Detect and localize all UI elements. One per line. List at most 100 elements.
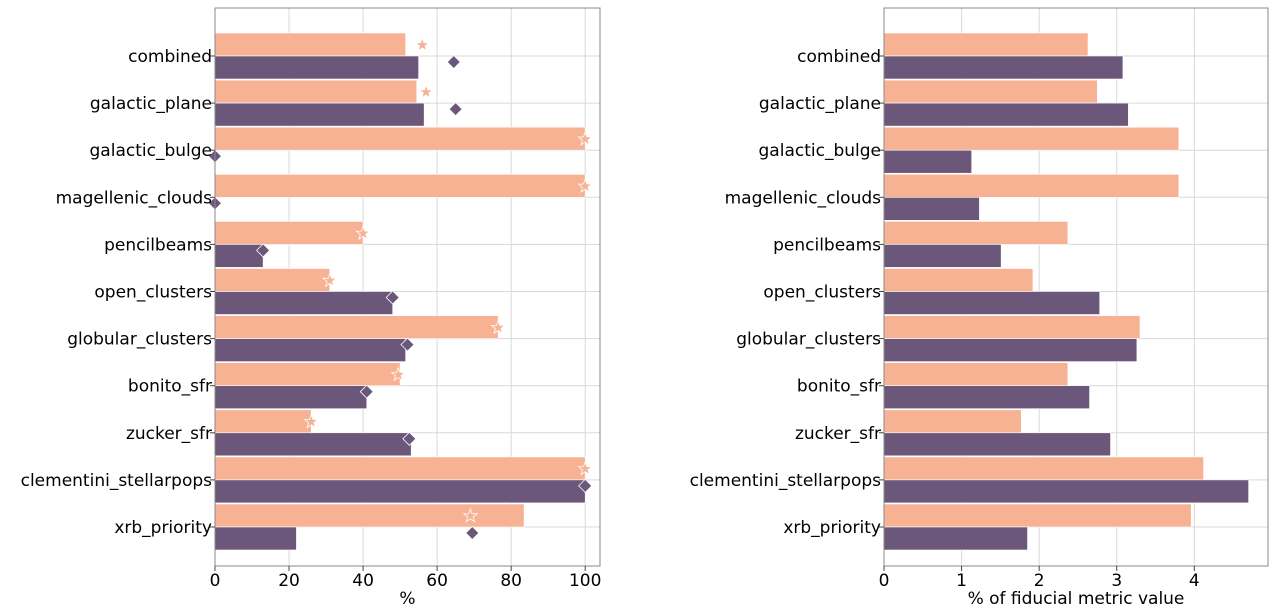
x-tick-label: 20 bbox=[278, 571, 300, 591]
salmon-bar-combined bbox=[214, 32, 406, 57]
star-marker-combined bbox=[414, 36, 431, 52]
y-tick-label: combined bbox=[128, 47, 212, 67]
y-tick-label: zucker_sfr bbox=[795, 424, 881, 444]
purple-bar-clementini_stellarpops bbox=[883, 479, 1249, 504]
purple-bar-pencilbeams bbox=[883, 244, 1002, 268]
left-chart-panel: combined galactic_plane galactic_bulgemage… bbox=[21, 7, 601, 606]
purple-bar-globular_clusters bbox=[883, 338, 1138, 362]
salmon-bar-galactic_plane bbox=[883, 79, 1098, 104]
y-tick-label: globular_clusters bbox=[736, 330, 881, 350]
diamond-marker-clementini_stellarpops bbox=[578, 478, 593, 493]
star-marker-bonito_sfr bbox=[390, 366, 407, 382]
y-tick-label: galactic_plane bbox=[759, 94, 881, 114]
salmon-bar-xrb_priority bbox=[214, 503, 525, 528]
y-tick-label: galactic_bulge bbox=[90, 141, 212, 161]
y-tick-label: magellenic_clouds bbox=[56, 188, 213, 208]
y-tick-label: open_clusters bbox=[94, 283, 212, 303]
x-tick-label: 1 bbox=[956, 571, 967, 591]
purple-bar-xrb_priority bbox=[214, 526, 297, 551]
y-tick-label: combined bbox=[797, 47, 881, 67]
purple-bar-zucker_sfr bbox=[883, 432, 1111, 457]
purple-bar-open_clusters bbox=[214, 291, 393, 315]
diamond-marker-globular_clusters bbox=[400, 337, 415, 352]
diamond-marker-bonito_sfr bbox=[359, 384, 374, 399]
y-tick-label: globular_clusters bbox=[67, 330, 212, 350]
star-marker-magellenic_clouds bbox=[577, 178, 593, 193]
purple-bar-globular_clusters bbox=[214, 338, 406, 362]
purple-bar-galactic_bulge bbox=[883, 149, 972, 174]
right-chart-panel: combined galactic_plane galactic_bulgemage… bbox=[690, 7, 1269, 606]
y-tick-label: zucker_sfr bbox=[126, 424, 212, 444]
y-tick-label: pencilbeams bbox=[773, 235, 881, 255]
y-tick-label: xrb_priority bbox=[783, 518, 881, 538]
x-tick-label: 0 bbox=[210, 571, 221, 591]
star-marker-galactic_bulge bbox=[577, 131, 593, 146]
plot-frame bbox=[883, 7, 1269, 567]
diamond-marker-open_clusters bbox=[385, 290, 400, 305]
y-tick-label: bonito_sfr bbox=[128, 377, 212, 397]
salmon-bar-xrb_priority bbox=[883, 503, 1192, 528]
purple-bar-open_clusters bbox=[883, 291, 1100, 315]
salmon-bar-open_clusters bbox=[214, 268, 331, 292]
purple-bar-galactic_plane bbox=[883, 102, 1129, 127]
y-tick-label: galactic_bulge bbox=[759, 141, 881, 161]
x-tick-label: 4 bbox=[1189, 571, 1200, 591]
x-axis-label: % bbox=[399, 589, 415, 606]
purple-bar-xrb_priority bbox=[883, 526, 1028, 551]
purple-bar-pencilbeams bbox=[214, 244, 264, 268]
purple-bar-zucker_sfr bbox=[214, 432, 412, 457]
star-marker-clementini_stellarpops bbox=[577, 460, 593, 476]
x-tick-label: 2 bbox=[1034, 571, 1045, 591]
salmon-bar-galactic_bulge bbox=[214, 126, 586, 151]
x-tick-label: 80 bbox=[500, 571, 522, 591]
x-tick-label: 0 bbox=[879, 571, 890, 591]
salmon-bar-magellenic_clouds bbox=[883, 174, 1180, 198]
diamond-marker-zucker_sfr bbox=[402, 431, 417, 446]
y-tick-label: galactic_plane bbox=[90, 94, 212, 114]
salmon-bar-bonito_sfr bbox=[883, 362, 1069, 387]
salmon-bar-zucker_sfr bbox=[214, 409, 312, 434]
x-tick-label: 40 bbox=[352, 571, 374, 591]
salmon-bar-globular_clusters bbox=[883, 315, 1141, 339]
y-tick-label: xrb_priority bbox=[114, 518, 212, 538]
salmon-bar-galactic_plane bbox=[214, 79, 418, 104]
x-tick-label: 60 bbox=[426, 571, 448, 591]
diamond-marker-pencilbeams bbox=[256, 243, 271, 258]
salmon-bar-open_clusters bbox=[883, 268, 1034, 292]
star-marker-open_clusters bbox=[321, 272, 338, 288]
star-marker-galactic_plane bbox=[418, 83, 434, 99]
salmon-bar-galactic_bulge bbox=[883, 126, 1180, 151]
purple-bar-clementini_stellarpops bbox=[214, 479, 586, 504]
salmon-bar-magellenic_clouds bbox=[214, 174, 586, 198]
purple-bar-bonito_sfr bbox=[883, 385, 1090, 410]
x-tick-label: 100 bbox=[569, 571, 601, 591]
purple-bar-combined bbox=[214, 55, 419, 80]
y-tick-label: magellenic_clouds bbox=[725, 188, 882, 208]
diamond-marker-xrb_priority bbox=[465, 525, 480, 541]
salmon-bar-zucker_sfr bbox=[883, 409, 1022, 434]
y-tick-label: pencilbeams bbox=[104, 235, 212, 255]
x-axis-label: % of fiducial metric value bbox=[968, 589, 1185, 606]
star-marker-pencilbeams bbox=[355, 225, 371, 241]
star-marker-globular_clusters bbox=[490, 319, 507, 335]
purple-bar-bonito_sfr bbox=[214, 385, 368, 410]
salmon-bar-combined bbox=[883, 32, 1089, 57]
salmon-bar-pencilbeams bbox=[214, 221, 364, 245]
purple-bar-magellenic_clouds bbox=[883, 197, 980, 221]
diamond-marker-galactic_plane bbox=[448, 102, 463, 117]
plot-frame bbox=[214, 7, 601, 567]
y-tick-label: bonito_sfr bbox=[797, 377, 881, 397]
star-marker-zucker_sfr bbox=[303, 413, 320, 429]
salmon-bar-pencilbeams bbox=[883, 221, 1069, 245]
y-tick-label: clementini_stellarpops bbox=[690, 471, 882, 491]
salmon-bar-globular_clusters bbox=[214, 315, 499, 339]
purple-bar-galactic_plane bbox=[214, 102, 425, 127]
purple-bar-combined bbox=[883, 55, 1124, 80]
star-marker-xrb_priority bbox=[462, 507, 479, 523]
diamond-marker-combined bbox=[446, 54, 461, 70]
y-tick-label: open_clusters bbox=[763, 283, 881, 303]
salmon-bar-bonito_sfr bbox=[214, 362, 401, 387]
x-tick-label: 3 bbox=[1111, 571, 1122, 591]
salmon-bar-clementini_stellarpops bbox=[214, 456, 586, 481]
